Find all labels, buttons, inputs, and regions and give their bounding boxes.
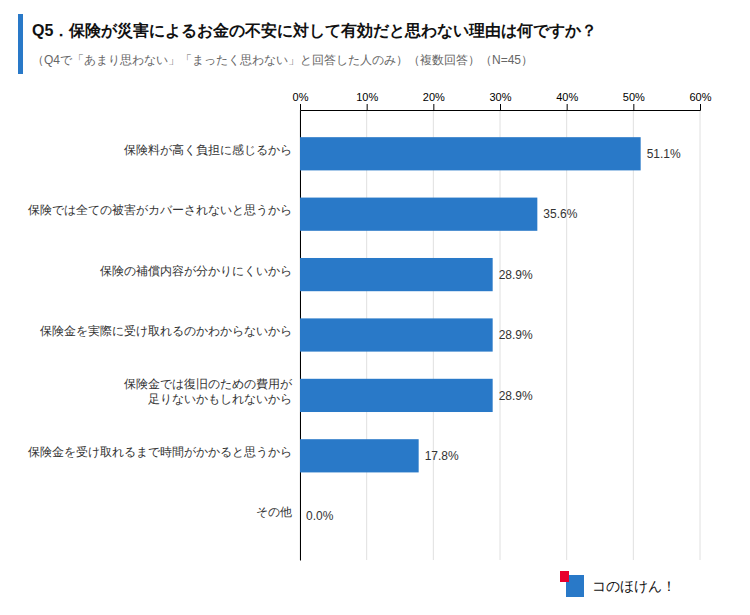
tick-mark bbox=[500, 104, 501, 110]
tick: 保険では全ての被害がカバーされないと思うから bbox=[28, 203, 292, 217]
tick-label: 保険金を実際に受け取れるのかわからないから bbox=[40, 324, 292, 338]
tick-mark bbox=[700, 104, 701, 110]
title-accent bbox=[18, 14, 23, 74]
data-label: 28.9% bbox=[499, 268, 533, 282]
bar bbox=[300, 198, 537, 231]
tick-mark bbox=[367, 104, 368, 110]
bar bbox=[300, 439, 419, 472]
tick-label: 40% bbox=[556, 91, 578, 103]
tick-label-line: 保険の補償内容が分かりにくいから bbox=[100, 264, 292, 278]
bar bbox=[300, 318, 493, 351]
tick: 保険金では復旧のための費用が足りないかもしれないから bbox=[124, 377, 293, 405]
tick: 保険金を受け取れるまで時間がかかると思うから bbox=[28, 445, 292, 459]
bar bbox=[300, 379, 493, 412]
tick-label: 10% bbox=[356, 91, 378, 103]
tick-mark bbox=[433, 104, 434, 110]
tick: 60% bbox=[689, 91, 711, 110]
tick-label: 50% bbox=[623, 91, 645, 103]
tick-label-line: 保険金では復旧のための費用が bbox=[124, 377, 293, 391]
bar bbox=[300, 258, 493, 291]
tick-label: 30% bbox=[489, 91, 511, 103]
grid bbox=[300, 110, 700, 560]
tick-label-line: 保険金を実際に受け取れるのかわからないから bbox=[40, 324, 292, 338]
tick-label-line: 保険では全ての被害がカバーされないと思うから bbox=[28, 203, 292, 217]
subtitle: （Q4で「あまり思わない」「まったく思わない」と回答した人のみ）（複数回答）（N… bbox=[32, 53, 533, 67]
tick: 10% bbox=[356, 91, 378, 110]
tick-mark bbox=[300, 104, 301, 110]
chart: Q5．保険が災害によるお金の不安に対して有効だと思わない理由は何ですか？ （Q4で… bbox=[0, 0, 750, 615]
tick: 50% bbox=[623, 91, 645, 110]
title: Q5．保険が災害によるお金の不安に対して有効だと思わない理由は何ですか？ bbox=[32, 21, 597, 40]
tick-label: 20% bbox=[423, 91, 445, 103]
logo-text: コのほけん！ bbox=[592, 578, 676, 594]
logo: コのほけん！ bbox=[560, 571, 676, 597]
data-label: 0.0% bbox=[306, 509, 334, 523]
tick: 保険料が高く負担に感じるから bbox=[124, 143, 292, 157]
grid-line bbox=[633, 110, 634, 560]
tick-label-line: その他 bbox=[256, 505, 292, 519]
tick: 30% bbox=[489, 91, 511, 110]
logo-square bbox=[560, 571, 569, 582]
tick-label-line: 保険金を受け取れるまで時間がかかると思うから bbox=[28, 445, 292, 459]
x-axis: 0% 10% 20% 30% 40% 50% 60% bbox=[293, 91, 712, 111]
y-axis: 保険料が高く負担に感じるから保険では全ての被害がカバーされないと思うから保険の補… bbox=[28, 111, 301, 561]
bar bbox=[300, 137, 641, 170]
tick-label: 保険金を受け取れるまで時間がかかると思うから bbox=[28, 445, 292, 459]
grid-line bbox=[566, 110, 567, 560]
tick-label-line: 足りないかもしれないから bbox=[148, 392, 292, 406]
data-label: 17.8% bbox=[425, 449, 459, 463]
tick-mark bbox=[633, 104, 634, 110]
data-labels: 51.1% 35.6% 28.9% 28.9% 28.9% 17.8% 0.0% bbox=[306, 147, 681, 523]
axis-line bbox=[301, 104, 701, 111]
tick-label: 0% bbox=[293, 91, 309, 103]
tick: その他 bbox=[256, 505, 292, 519]
tick: 20% bbox=[423, 91, 445, 110]
tick-label: その他 bbox=[256, 505, 292, 519]
bar bbox=[300, 500, 301, 533]
tick: 0% bbox=[293, 91, 309, 110]
tick-label-line: 保険料が高く負担に感じるから bbox=[124, 143, 292, 157]
tick-label: 保険の補償内容が分かりにくいから bbox=[100, 264, 292, 278]
bars bbox=[300, 137, 641, 472]
tick-mark bbox=[567, 104, 568, 110]
grid-line bbox=[700, 110, 701, 560]
tick: 保険金を実際に受け取れるのかわからないから bbox=[40, 324, 292, 338]
tick-label: 保険では全ての被害がカバーされないと思うから bbox=[28, 203, 292, 217]
tick-label: 60% bbox=[689, 91, 711, 103]
tick-label: 保険金では復旧のための費用が足りないかもしれないから bbox=[124, 377, 293, 405]
data-label: 28.9% bbox=[499, 389, 533, 403]
data-label: 28.9% bbox=[499, 328, 533, 342]
tick: 保険の補償内容が分かりにくいから bbox=[100, 264, 292, 278]
tick-label: 保険料が高く負担に感じるから bbox=[124, 143, 292, 157]
data-label: 51.1% bbox=[647, 147, 681, 161]
data-label: 35.6% bbox=[543, 207, 577, 221]
tick: 40% bbox=[556, 91, 578, 110]
